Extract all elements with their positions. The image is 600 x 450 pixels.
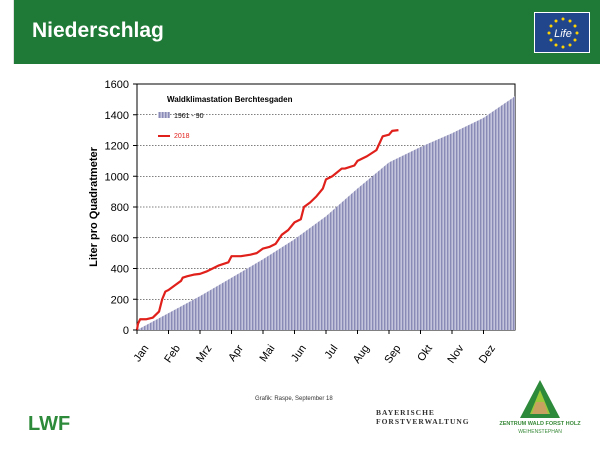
y-tick-label: 1000: [105, 171, 129, 183]
x-tick-label: Sep: [382, 343, 403, 366]
y-tick-label: 200: [111, 294, 129, 306]
eu-logo-text: Life: [554, 28, 572, 40]
y-tick-labels: 0 200 400 600 800 1000 1200 1400 1600: [105, 79, 137, 337]
x-tick-label: Jun: [289, 343, 309, 364]
x-tick-label: Feb: [162, 343, 183, 365]
zentrum-logo-line2: WEIHENSTEPHAN: [518, 429, 562, 435]
x-tick-label: Nov: [445, 342, 466, 365]
lwf-logo-text: LWF: [28, 413, 70, 435]
x-tick-label: Aug: [351, 343, 372, 366]
header-left-strip: [0, 0, 14, 64]
page-title: Niederschlag: [32, 19, 164, 42]
y-tick-label: 1600: [105, 79, 129, 91]
legend-swatch-1961-90: [158, 112, 170, 118]
chart-credit: Grafik: Raspe, September 18: [255, 396, 333, 402]
zentrum-logo-line1: ZENTRUM WALD FORST HOLZ: [499, 421, 581, 427]
x-tick-label: Jan: [131, 343, 151, 364]
y-tick-label: 0: [123, 325, 129, 337]
y-tick-label: 1200: [105, 141, 129, 153]
legend-label-2018: 2018: [174, 133, 190, 140]
x-tick-label: Apr: [226, 343, 246, 364]
lwf-logo: LWF: [28, 408, 84, 441]
x-tick-label: Dez: [477, 343, 498, 366]
header-bar: Niederschlag: [14, 0, 600, 64]
legend-label-1961-90: 1961 - 90: [174, 113, 204, 120]
y-tick-label: 400: [111, 264, 129, 276]
x-tick-label: Jul: [323, 343, 341, 361]
header: Niederschlag Life: [0, 0, 600, 64]
chart-title: Waldklimastation Berchtesgaden: [167, 95, 293, 104]
chart-area: 0 200 400 600 800 1000 1200 1400 1600 Jan Feb Mrz A…: [0, 64, 600, 404]
series-area-1961-90: [137, 96, 515, 330]
x-tick-label: Mrz: [194, 343, 214, 365]
y-tick-label: 800: [111, 202, 129, 214]
bayerische-forstverwaltung-logo: BAYERISCHE FORSTVERWALTUNG: [376, 408, 476, 426]
y-tick-label: 1400: [105, 110, 129, 122]
series-line-2018: [135, 129, 399, 331]
y-tick-label: 600: [111, 233, 129, 245]
legend: 1961 - 90 2018: [158, 112, 204, 140]
x-tick-labels: Jan Feb Mrz Apr Mai Jun Jul Aug Sep Okt Nov Dez: [131, 330, 498, 366]
x-tick-label: Okt: [415, 343, 435, 364]
bay-logo-line1: BAYERISCHE: [376, 408, 435, 417]
zentrum-wald-forst-holz-logo: ZENTRUM WALD FORST HOLZ WEIHENSTEPHAN: [490, 376, 590, 446]
bay-logo-line2: FORSTVERWALTUNG: [376, 417, 470, 426]
eu-life-logo: Life: [534, 12, 590, 53]
x-tick-label: Mai: [257, 343, 277, 364]
precipitation-chart: 0 200 400 600 800 1000 1200 1400 1600 Jan Feb Mrz A…: [88, 79, 516, 366]
y-axis-label: Liter pro Quadratmeter: [88, 146, 100, 267]
